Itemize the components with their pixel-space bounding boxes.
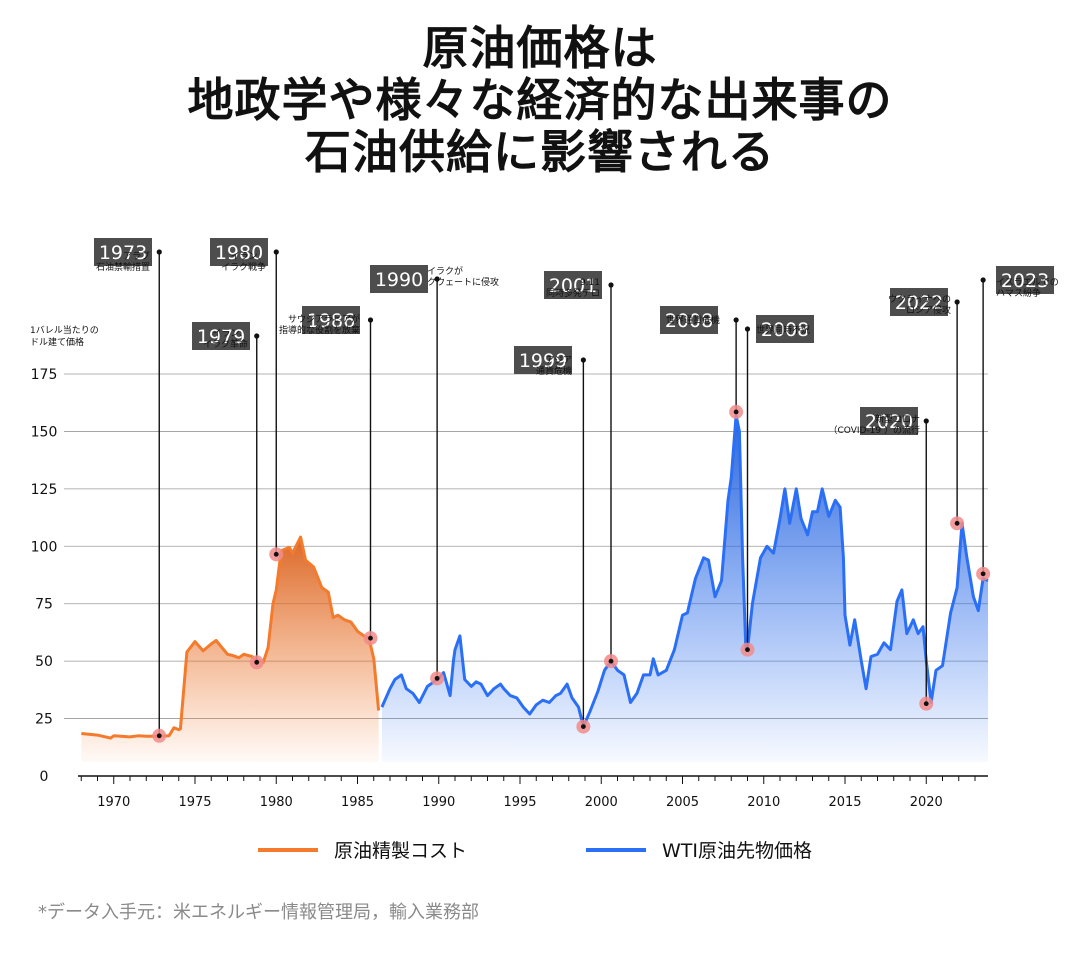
- event-dot: [733, 317, 739, 323]
- legend-label: 原油精製コスト: [334, 840, 467, 862]
- event-marker-center: [368, 635, 373, 641]
- event-dot: [273, 249, 279, 255]
- event-year-box: [210, 238, 268, 266]
- event-label: アジア通貨危機: [536, 356, 572, 377]
- event-year-label: 2001: [549, 275, 597, 297]
- event-label: 世界同時不況: [756, 324, 810, 336]
- event-dot: [923, 418, 929, 424]
- event-label: イラン、イラク戦争: [221, 251, 266, 273]
- y-axis: 0 25 50 75 100 125 150 175 1バレル当たりのドル建て価格: [30, 324, 99, 785]
- event-year-label: 2020: [865, 411, 913, 433]
- event-dot: [254, 333, 260, 339]
- x-tick-label: 1980: [260, 795, 293, 810]
- event-label: イラン、イラク革命: [203, 328, 248, 350]
- event-year-box: [94, 238, 152, 266]
- series-area: [381, 415, 988, 762]
- event-marker-center: [733, 409, 739, 415]
- event-year-box: [302, 306, 360, 334]
- event-marker-center: [980, 571, 986, 577]
- event-marker-center: [580, 724, 586, 730]
- event-dot: [608, 282, 614, 288]
- event-label: 世界通貨危機: [666, 314, 720, 326]
- event-label: 9.11 同時多発テロ: [546, 278, 600, 299]
- x-tick-label: 1985: [341, 795, 374, 810]
- x-tick-label: 2015: [828, 795, 861, 810]
- event-marker-center: [745, 647, 750, 653]
- event-label: 新型コロナ（COVID-19 ）の流行: [828, 413, 920, 436]
- event-year-box: [544, 271, 602, 299]
- area-layer: [81, 413, 989, 762]
- event-year-label: 1973: [99, 242, 147, 264]
- event-dot: [954, 299, 960, 305]
- event-year-box: [996, 266, 1054, 294]
- event-year-label: 2022: [895, 292, 943, 314]
- x-tick-label: 2000: [585, 795, 618, 810]
- y-tick-label: 75: [35, 597, 53, 613]
- y-tick-label: 100: [31, 539, 58, 555]
- event-year-box: [192, 322, 250, 350]
- event-marker-center: [608, 658, 614, 664]
- x-tick-label: 1970: [97, 795, 130, 810]
- event-year-box: [660, 306, 718, 334]
- event-dot: [744, 326, 751, 332]
- event-label: ウクライナへのロシア侵攻: [888, 294, 951, 316]
- event-marker-center: [954, 520, 960, 526]
- event-year-box: [756, 315, 814, 343]
- event-dot: [156, 249, 162, 255]
- event-label: サウジアラビアが指導的な役割を放棄: [279, 313, 360, 336]
- event-year-box: [860, 407, 918, 435]
- y-tick-label: 0: [40, 769, 49, 785]
- event-year-box: [514, 346, 572, 374]
- event-year-label: 1990: [375, 269, 423, 291]
- event-label: イスラエルでのハマス紛争: [996, 277, 1059, 299]
- x-tick-label: 1975: [178, 795, 211, 810]
- y-tick-label: 50: [35, 654, 53, 670]
- y-tick-label: 175: [31, 367, 58, 383]
- x-tick-label: 2010: [747, 795, 780, 810]
- event-marker-center: [923, 701, 929, 707]
- event-marker-center: [254, 659, 260, 665]
- legend: 原油精製コスト WTI原油先物価格: [258, 840, 812, 862]
- x-tick-label: 2005: [666, 795, 699, 810]
- event-year-label: 1979: [197, 326, 245, 348]
- event-dot: [434, 276, 440, 282]
- event-year-label: 2008: [665, 310, 713, 332]
- legend-label: WTI原油先物価格: [662, 840, 812, 862]
- y-axis-label: 1バレル当たりのドル建て価格: [30, 324, 99, 348]
- event-year-label: 1999: [519, 350, 567, 372]
- y-tick-label: 125: [31, 482, 58, 498]
- event-year-box: [890, 288, 948, 316]
- event-label: イラクがクウェートに侵攻: [427, 265, 499, 288]
- event-label: アラブ石油禁輸措置: [96, 250, 150, 273]
- event-year-label: 1980: [215, 242, 263, 264]
- event-year-label: 2023: [1001, 270, 1049, 292]
- chart-title: 原油価格は 地政学や様々な経済的な出来事の 石油供給に影響される: [0, 22, 1080, 178]
- source-note: *データ入手元：米エネルギー情報管理局，輸入業務部: [38, 902, 479, 923]
- x-tick-label: 1995: [503, 795, 536, 810]
- event-marker-center: [273, 551, 279, 557]
- event-marker-center: [156, 733, 162, 739]
- title-line-2: 地政学や様々な経済的な出来事の: [187, 73, 893, 127]
- y-tick-label: 25: [35, 712, 53, 728]
- series-line: [380, 413, 989, 729]
- event-year-box: [370, 265, 428, 293]
- y-tick-label: 150: [31, 424, 58, 440]
- event-dot: [980, 277, 986, 283]
- event-year-label: 1986: [307, 310, 355, 332]
- event-dot: [367, 317, 374, 323]
- event-dot: [580, 357, 586, 363]
- title-line-1: 原油価格は: [422, 21, 658, 75]
- x-tick-label: 2020: [910, 795, 943, 810]
- title-line-3: 石油供給に影響される: [305, 125, 775, 179]
- x-axis: 1970 1975 1980 1985 1990 1995 2000 2005 2010 2015…: [78, 775, 988, 810]
- event-year-label: 2008: [761, 319, 809, 341]
- event-marker-center: [434, 675, 440, 681]
- series-area: [81, 537, 379, 762]
- x-tick-label: 1990: [422, 795, 455, 810]
